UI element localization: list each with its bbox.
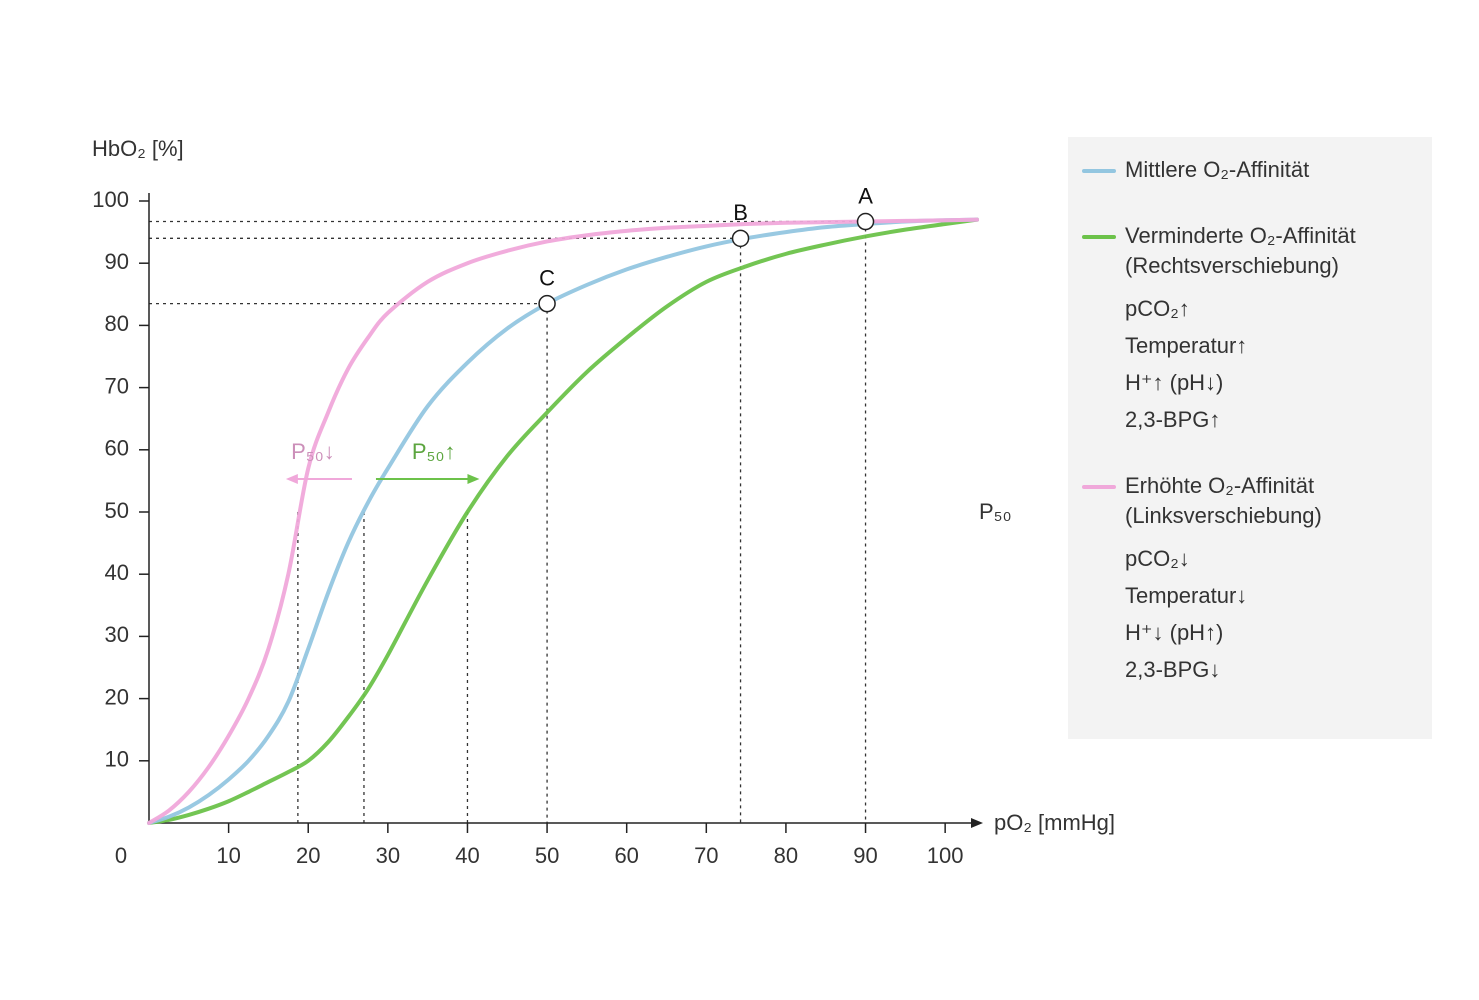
x-axis-arrow [971,818,983,828]
legend-factor: H⁺↓ (pH↑) [1125,620,1223,645]
shift-arrowhead [467,474,480,484]
x-tick-label: 20 [296,843,320,868]
point-marker [856,212,875,231]
x-axis-label: pO₂ [mmHg] [994,810,1115,835]
curve [147,217,979,825]
point-marker [731,229,750,248]
x-tick-label: 100 [927,843,964,868]
x-tick-label: 60 [614,843,638,868]
legend-factor: pCO₂↓ [1125,546,1190,571]
x-tick-label: 80 [774,843,798,868]
x-tick-label: 70 [694,843,718,868]
x-tick-label: 30 [376,843,400,868]
curve [147,217,979,825]
x-tick-label: 50 [535,843,559,868]
shift-arrowhead [285,474,298,484]
shift-label: P₅₀↓ [291,439,335,464]
legend-factor: 2,3-BPG↑ [1125,407,1220,432]
curve [147,217,979,825]
y-axis-label: HbO₂ [%] [92,136,184,161]
x-tick-label: 90 [853,843,877,868]
y-tick-label: 100 [92,187,129,212]
legend-factor: Temperatur↑ [1125,333,1247,358]
legend-factor: 2,3-BPG↓ [1125,657,1220,682]
legend-note: (Rechtsverschiebung) [1125,253,1339,278]
legend-label: Erhöhte O₂-Affinität [1125,473,1314,498]
y-tick-label: 30 [105,622,129,647]
point-label: C [539,265,555,290]
y-tick-label: 40 [105,560,129,585]
legend-box [1068,137,1432,739]
legend-label: Mittlere O₂-Affinität [1125,157,1309,182]
x-tick-label: 10 [216,843,240,868]
y-tick-label: 90 [105,249,129,274]
point-label: B [733,200,748,225]
point-marker [538,294,556,313]
y-tick-label: 70 [105,373,129,398]
legend-factor: pCO₂↑ [1125,296,1190,321]
legend-factor: H⁺↑ (pH↓) [1125,370,1223,395]
x-tick-label: 40 [455,843,479,868]
y-tick-label: 20 [105,684,129,709]
shift-label: P₅₀↑ [412,439,456,464]
legend-note: (Linksverschiebung) [1125,503,1322,528]
p50-label: P₅₀ [979,499,1012,524]
point-label: A [858,183,873,208]
y-tick-label: 60 [105,436,129,461]
legend-label: Verminderte O₂-Affinität [1125,223,1356,248]
y-tick-label: 80 [105,311,129,336]
y-tick-label: 50 [105,498,129,523]
x-tick-label: 0 [115,843,127,868]
legend-factor: Temperatur↓ [1125,583,1247,608]
y-tick-label: 10 [105,747,129,772]
